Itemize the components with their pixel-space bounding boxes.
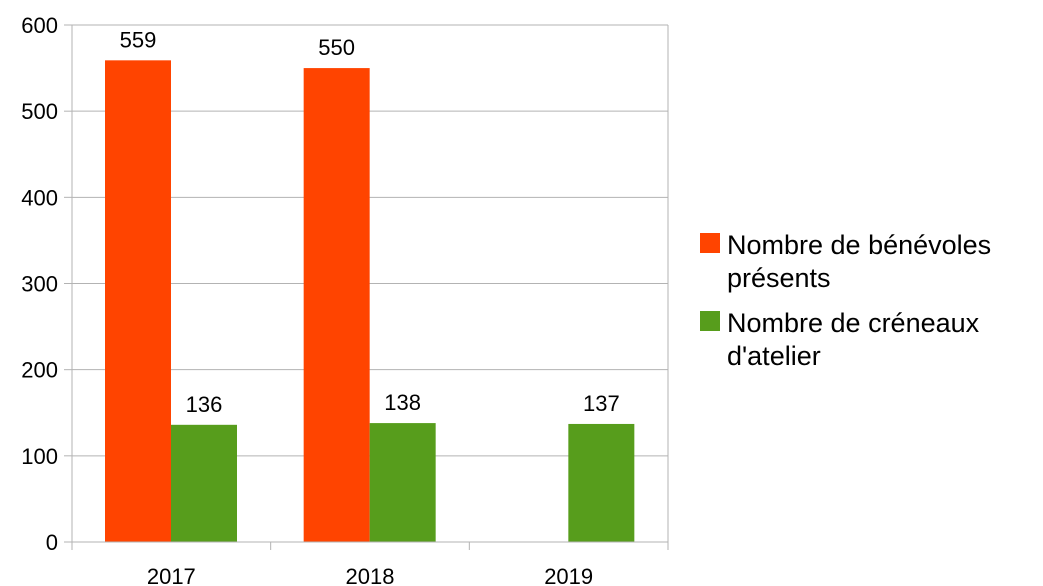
data-label: 136 [186,392,223,417]
bar [568,423,635,542]
y-tick-label: 500 [21,99,58,124]
legend-label-line: présents [727,263,831,293]
legend-label-line: d'atelier [727,341,821,371]
y-tick-label: 600 [21,13,58,38]
legend-swatch [700,233,720,253]
x-tick-label: 2019 [544,564,593,586]
legend-swatch [700,311,720,331]
y-tick-label: 400 [21,185,58,210]
data-label: 550 [318,35,355,60]
x-tick-label: 2017 [147,564,196,586]
bar [303,68,370,542]
legend: Nombre de bénévoles présents Nombre de cré… [700,230,991,371]
bar [369,423,436,542]
x-tick-label: 2018 [346,564,395,586]
bar [105,60,171,542]
legend-label-line: Nombre de bénévoles [727,230,991,260]
gridlines [72,24,669,542]
y-tick-label: 200 [21,358,58,383]
y-tick-label: 0 [46,530,58,555]
y-tick-label: 300 [21,272,58,297]
data-labels: 559 136 550 138 137 [120,27,620,416]
bars [105,60,635,542]
data-label: 137 [583,391,620,416]
y-tick-label: 100 [21,444,58,469]
data-label: 138 [384,390,421,415]
data-label: 559 [120,27,157,52]
legend-label: Nombre de créneaux d'atelier [727,308,980,371]
axes: 0 100 200 300 400 500 600 2017 2018 2019 [21,13,669,586]
bar [171,424,237,542]
legend-label-line: Nombre de créneaux [727,308,980,338]
legend-label: Nombre de bénévoles présents [727,230,991,293]
